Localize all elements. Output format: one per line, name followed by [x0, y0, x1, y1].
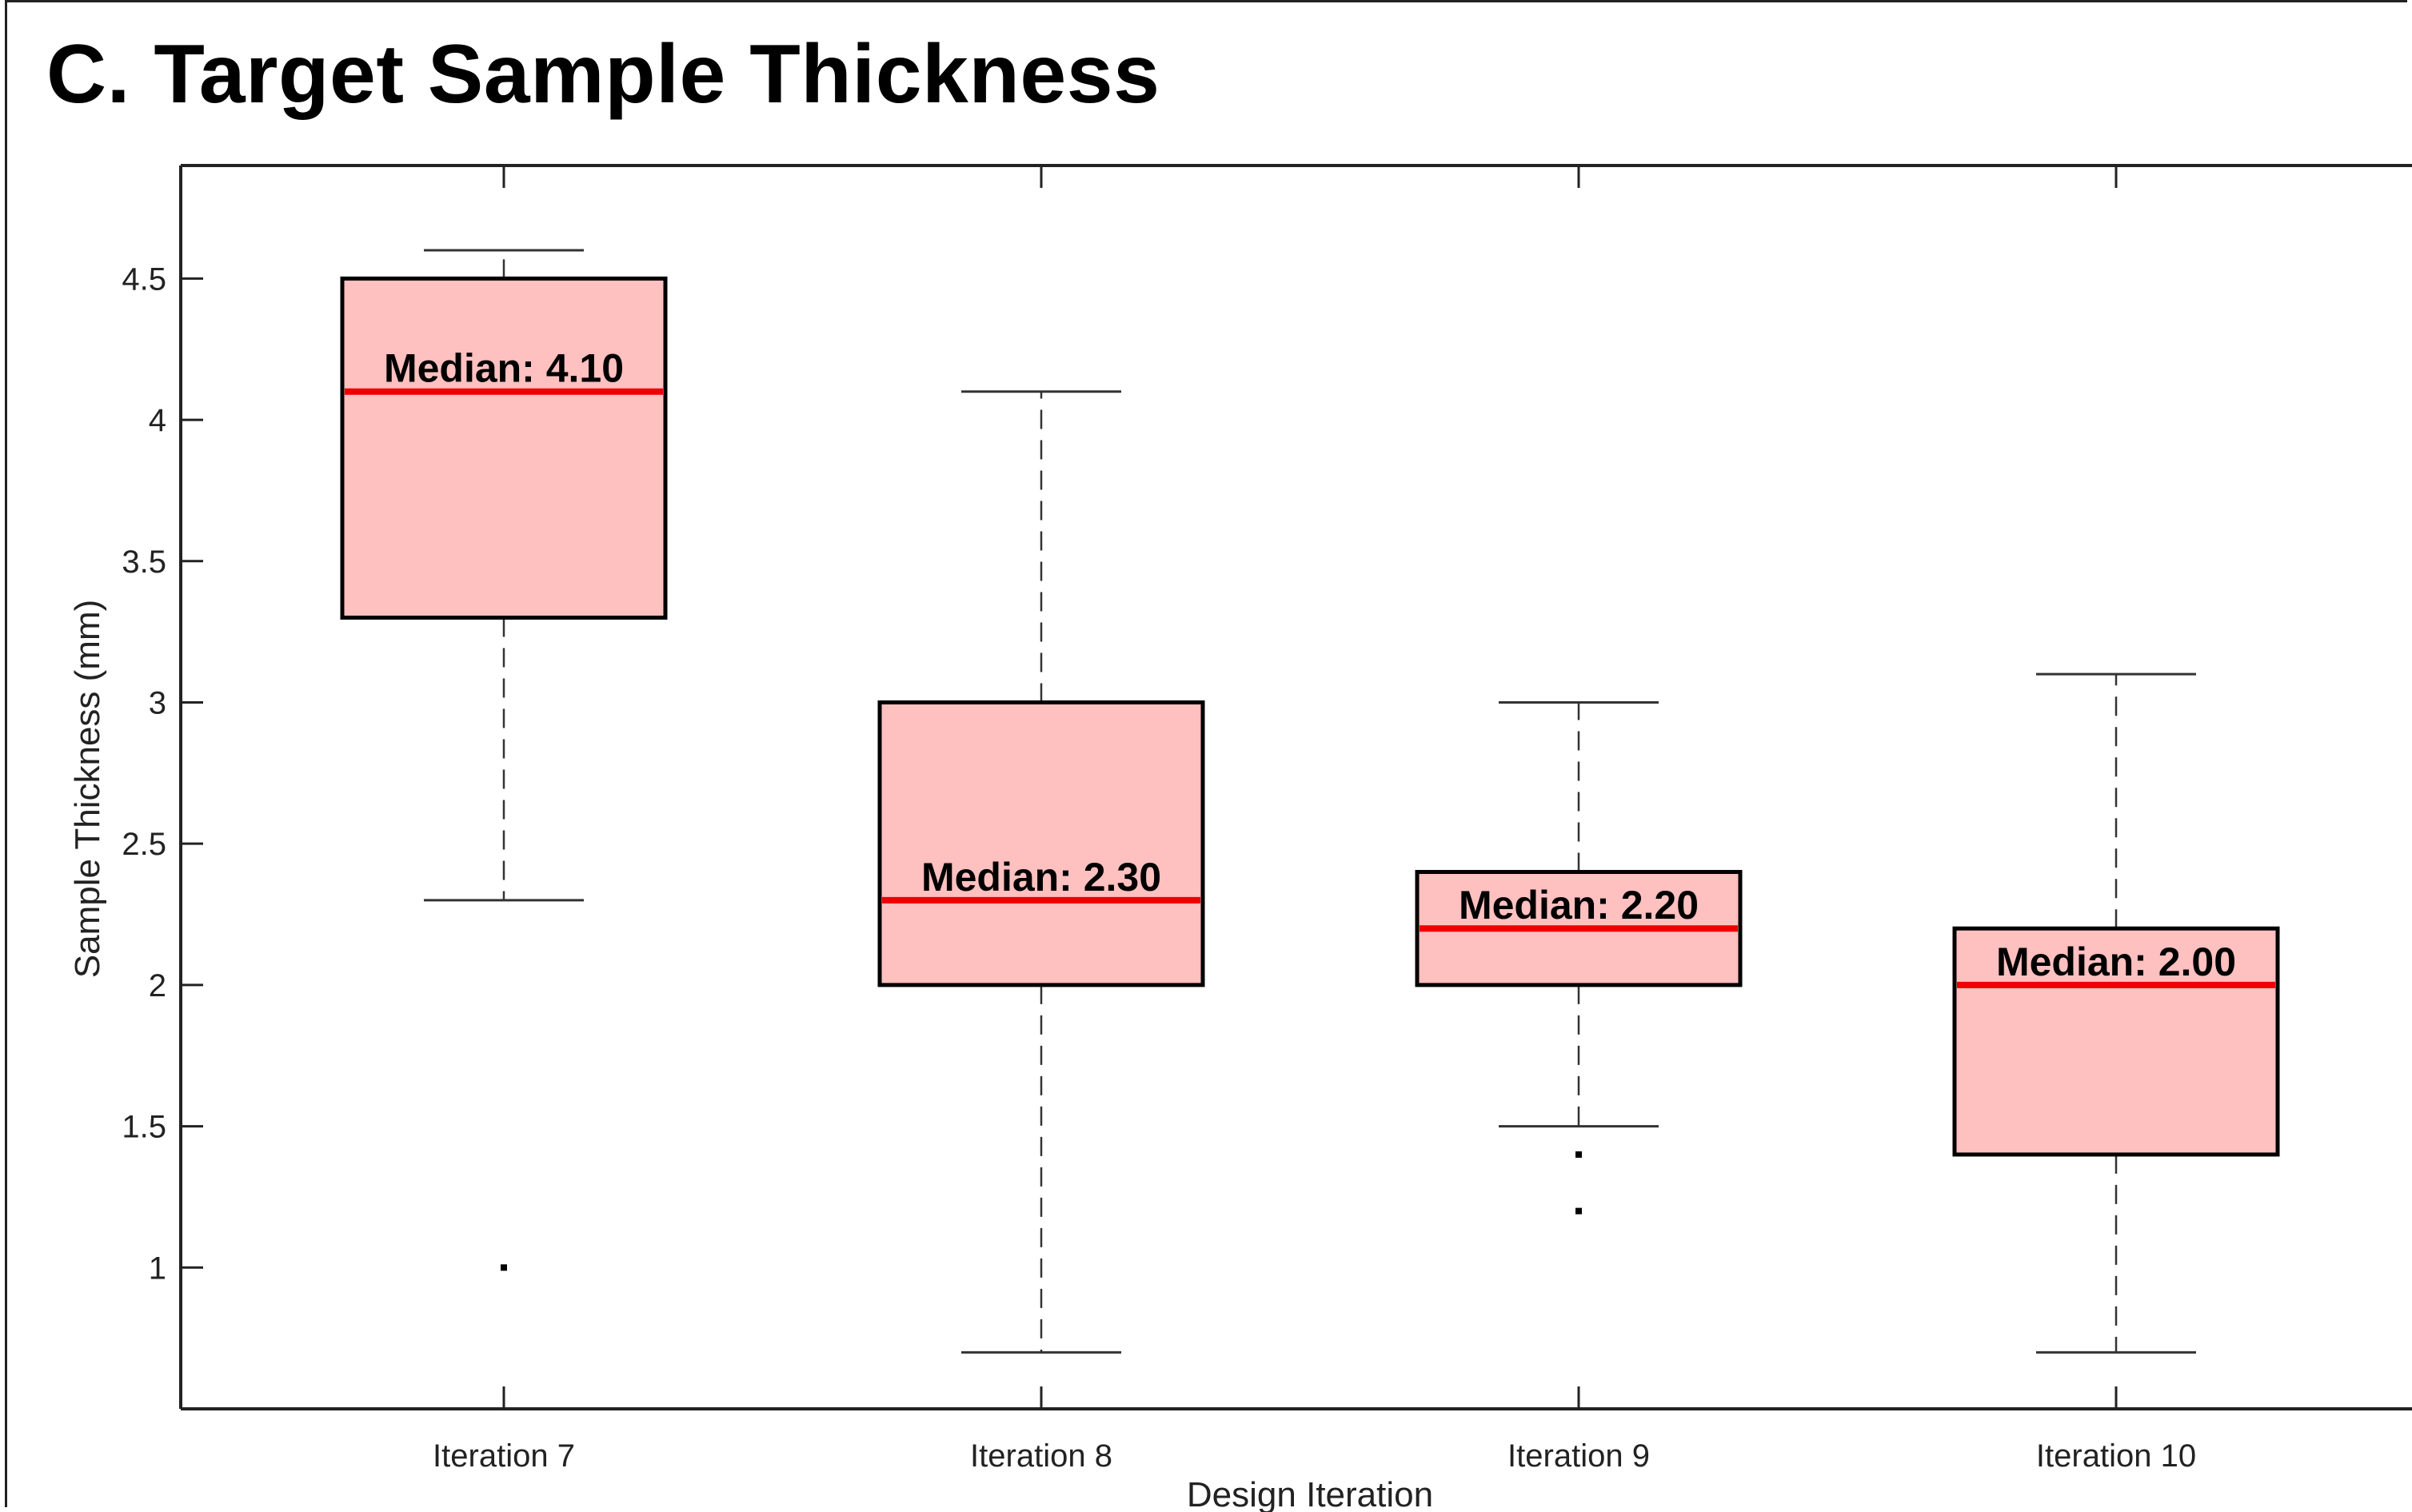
- y-axis-label: Sample Thickness (mm): [68, 600, 107, 979]
- x-tick-label: Iteration 7: [433, 1438, 575, 1474]
- box: [340, 276, 668, 620]
- outlier-point: [1575, 1151, 1582, 1158]
- x-axis-label: Design Iteration: [1187, 1475, 1433, 1512]
- x-tick-label: Iteration 10: [2036, 1438, 2196, 1474]
- median-label: Median: 2.00: [1996, 940, 2236, 984]
- figure-frame: [5, 0, 2407, 1507]
- panel-title: C. Target Sample Thickness: [46, 28, 1160, 121]
- x-tick-label: Iteration 8: [970, 1438, 1112, 1474]
- y-tick-label: 4.5: [122, 261, 166, 297]
- outlier-point: [1575, 1207, 1582, 1215]
- outlier-point: [501, 1264, 507, 1271]
- y-tick-label: 2: [149, 968, 166, 1003]
- y-tick-label: 4: [149, 403, 166, 438]
- box: [1952, 926, 2280, 1157]
- y-tick-label: 1.5: [122, 1110, 166, 1145]
- median-label: Median: 2.20: [1459, 883, 1699, 928]
- x-tick-label: Iteration 9: [1508, 1438, 1650, 1474]
- y-tick-label: 3: [149, 685, 166, 720]
- y-tick-label: 2.5: [122, 827, 166, 862]
- median-label: Median: 4.10: [384, 346, 624, 391]
- box: [877, 700, 1205, 987]
- y-tick-label: 3.5: [122, 545, 166, 580]
- median-label: Median: 2.30: [921, 855, 1161, 900]
- y-tick-label: 1: [149, 1251, 166, 1286]
